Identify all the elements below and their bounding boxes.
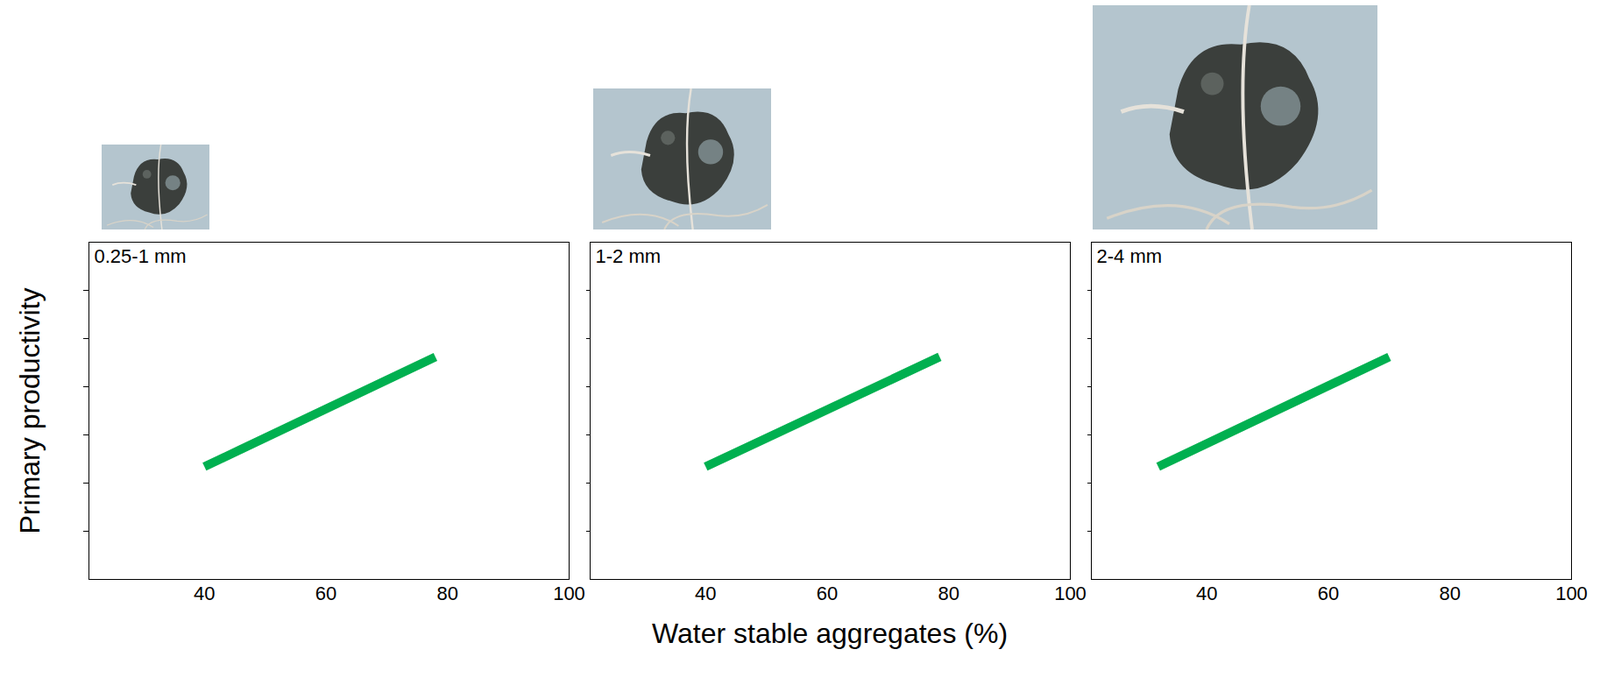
svg-text:40: 40 — [193, 582, 215, 605]
html-text:Primary productivity: Primary productivity — [13, 287, 46, 534]
svg-text:80: 80 — [938, 582, 960, 605]
svg-text:80: 80 — [1439, 582, 1461, 605]
svg-text:1-2 mm: 1-2 mm — [595, 245, 662, 268]
svg-text:60: 60 — [1317, 582, 1339, 605]
svg-text:100: 100 — [1054, 582, 1087, 605]
html-text:Water stable aggregates (%): Water stable aggregates (%) — [651, 617, 1008, 650]
svg-text:0.25-1 mm: 0.25-1 mm — [94, 245, 187, 268]
svg-text:60: 60 — [816, 582, 838, 605]
svg-text:100: 100 — [552, 582, 586, 605]
svg-text:100: 100 — [1555, 582, 1588, 605]
svg-text:80: 80 — [437, 582, 459, 605]
svg-text:2-4 mm: 2-4 mm — [1097, 245, 1163, 268]
svg-text:60: 60 — [315, 582, 337, 605]
svg-text:40: 40 — [694, 582, 716, 605]
svg-text:40: 40 — [1196, 582, 1218, 605]
